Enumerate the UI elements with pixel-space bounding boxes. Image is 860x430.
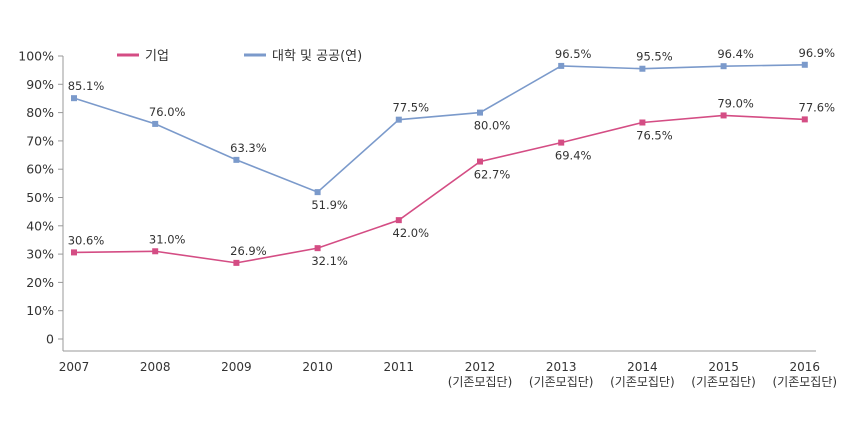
data-label: 32.1% (311, 254, 348, 268)
data-label: 26.9% (230, 244, 267, 258)
data-point (639, 119, 646, 126)
data-label: 51.9% (311, 198, 348, 212)
y-tick-label: 100% (18, 49, 54, 64)
data-label: 42.0% (393, 226, 430, 240)
y-tick-label: 90% (26, 77, 54, 92)
data-label: 76.5% (636, 129, 673, 143)
data-label: 62.7% (474, 168, 511, 182)
data-point (395, 116, 402, 123)
x-tick-sublabel: (기존모집단) (529, 375, 594, 389)
y-tick-label: 0 (46, 332, 54, 347)
data-point (71, 95, 77, 102)
data-point (639, 65, 646, 72)
data-point (720, 112, 727, 119)
data-label: 31.0% (149, 232, 186, 246)
y-tick-label: 60% (26, 162, 54, 177)
x-tick-sublabel: (기존모집단) (448, 375, 513, 389)
x-tick-label: 2014 (627, 360, 658, 374)
y-tick-label: 80% (26, 105, 54, 120)
data-label: 69.4% (555, 149, 592, 163)
x-tick-label: 2008 (140, 360, 171, 374)
data-label: 79.0% (717, 96, 754, 110)
data-point (314, 245, 321, 252)
data-label: 85.1% (68, 79, 105, 93)
legend-label: 대학 및 공공(연) (272, 49, 362, 64)
x-tick-sublabel: (기존모집단) (691, 375, 756, 389)
data-point (801, 61, 808, 68)
data-point (395, 217, 402, 224)
data-point (558, 62, 565, 69)
y-tick-label: 70% (26, 133, 54, 148)
data-point (477, 109, 483, 116)
x-tick-label: 2010 (302, 360, 333, 374)
y-tick-label: 50% (26, 190, 54, 205)
y-tick-label: 40% (26, 218, 54, 233)
data-label: 96.5% (555, 47, 592, 61)
data-point (801, 116, 808, 123)
data-label: 96.9% (799, 46, 836, 60)
data-label: 77.5% (393, 101, 430, 115)
data-point (152, 120, 159, 127)
data-point (233, 259, 240, 266)
x-tick-label: 2016 (790, 360, 821, 374)
x-tick-label: 2011 (384, 360, 415, 374)
y-tick-label: 30% (26, 247, 54, 262)
x-tick-label: 2012 (465, 360, 496, 374)
data-point (720, 63, 727, 70)
data-point (71, 249, 77, 256)
x-tick-label: 2013 (546, 360, 577, 374)
data-label: 77.6% (799, 100, 836, 114)
data-label: 95.5% (636, 50, 673, 64)
data-label: 30.6% (68, 233, 105, 247)
x-tick-label: 2007 (59, 360, 90, 374)
data-point (152, 248, 159, 255)
data-label: 80.0% (474, 119, 511, 133)
data-label: 76.0% (149, 105, 186, 119)
legend-label: 기업 (145, 49, 169, 64)
y-tick-label: 20% (26, 275, 54, 290)
x-tick-sublabel: (기존모집단) (610, 375, 675, 389)
data-point (233, 156, 240, 163)
x-tick-sublabel: (기존모집단) (773, 375, 838, 389)
data-point (477, 158, 483, 165)
y-tick-label: 10% (26, 303, 54, 318)
series-line-1 (73, 63, 805, 194)
data-point (558, 139, 565, 146)
x-tick-label: 2009 (221, 360, 252, 374)
data-label: 63.3% (230, 141, 267, 155)
data-label: 96.4% (717, 47, 754, 61)
series-line-0 (73, 114, 805, 264)
x-tick-label: 2015 (708, 360, 739, 374)
data-point (314, 189, 321, 196)
